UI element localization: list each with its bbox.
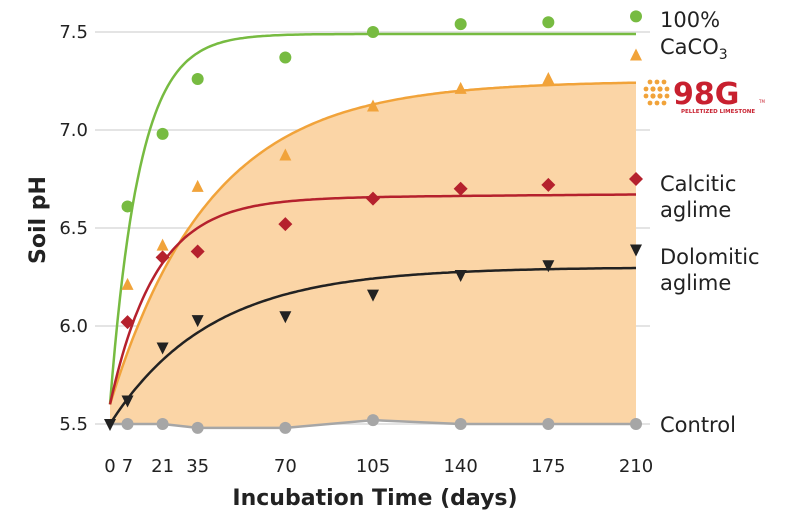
data-point — [541, 177, 556, 192]
y-tick-label: 7.0 — [59, 120, 88, 141]
shaded-band — [110, 82, 636, 428]
data-point — [279, 421, 292, 434]
logo-dot — [664, 86, 670, 92]
data-point — [367, 26, 379, 38]
data-point — [279, 51, 292, 64]
data-point — [121, 277, 134, 290]
y-axis-title: Soil pH — [26, 176, 51, 264]
logo-dot — [657, 86, 663, 92]
data-point — [367, 99, 379, 112]
data-point — [191, 73, 204, 86]
data-point — [121, 200, 134, 213]
logo-dot — [654, 79, 660, 85]
data-point — [121, 395, 134, 408]
logo-dot — [650, 86, 656, 92]
data-point — [191, 315, 204, 328]
data-point — [121, 418, 134, 430]
x-tick-label: 210 — [619, 456, 653, 477]
data-point — [454, 418, 467, 430]
data-point — [191, 179, 204, 192]
data-point — [367, 414, 379, 427]
y-tick-label: 6.5 — [59, 218, 88, 239]
logo-dot — [650, 93, 656, 99]
data-point — [630, 48, 642, 61]
band-area — [110, 82, 636, 428]
logo-dot — [643, 93, 649, 99]
data-point — [104, 419, 116, 431]
logo-dot — [647, 100, 653, 106]
data-point — [367, 289, 379, 302]
logo-dot — [657, 93, 663, 99]
data-point — [190, 244, 205, 259]
data-point — [366, 191, 380, 206]
x-tick-label: 35 — [186, 456, 209, 477]
data-point — [156, 127, 169, 140]
x-tick-label: 21 — [151, 456, 174, 477]
series-label-caco3-line1: 100% — [660, 8, 720, 32]
data-point — [630, 10, 642, 23]
logo-dot — [654, 100, 660, 106]
data-point — [279, 148, 292, 161]
series-label: aglime — [660, 198, 731, 222]
x-tick-label: 175 — [531, 456, 565, 477]
x-tick-label: 0 — [104, 456, 115, 477]
logo-dot — [643, 86, 649, 92]
logo-text: 98G — [673, 77, 739, 112]
data-point — [156, 342, 169, 355]
data-point — [630, 244, 642, 257]
data-point — [156, 238, 169, 251]
series-label: Calcitic — [660, 172, 736, 196]
series-label-caco3-line2: CaCO3 — [660, 35, 728, 63]
logo-dot — [661, 79, 667, 85]
x-tick-label: 70 — [274, 456, 297, 477]
data-point — [120, 315, 135, 330]
data-point — [156, 418, 169, 430]
logo-dot — [661, 100, 667, 106]
x-tick-label: 140 — [443, 456, 477, 477]
data-point — [454, 81, 467, 94]
series-labels: 100%CaCO3CalciticaglimeDolomiticaglimeCo… — [660, 8, 760, 437]
logo-dot — [647, 79, 653, 85]
x-axis-title: Incubation Time (days) — [232, 486, 517, 511]
y-tick-label: 6.0 — [59, 316, 88, 337]
data-point — [454, 270, 467, 283]
series-label: Control — [660, 413, 736, 437]
data-point — [454, 18, 467, 31]
data-point — [279, 311, 292, 324]
data-points — [104, 10, 643, 434]
data-point — [630, 418, 642, 430]
logo-dot — [664, 93, 670, 99]
data-point — [453, 181, 468, 196]
logo-tm: TM — [758, 99, 765, 104]
data-point — [629, 172, 643, 186]
x-tick-label: 7 — [122, 456, 133, 477]
y-tick-label: 5.5 — [59, 414, 88, 435]
data-point — [191, 421, 204, 434]
y-tick-label: 7.5 — [59, 22, 88, 43]
data-point — [542, 72, 555, 85]
x-tick-label: 105 — [356, 456, 390, 477]
data-point — [278, 217, 293, 232]
data-point — [542, 16, 555, 29]
data-point — [542, 418, 555, 430]
tick-labels: 5.5 6.0 6.5 7.0 7.5 0 7 21 35 70 105 140 175 210 — [59, 22, 653, 477]
logo-subtext: PELLETIZED LIMESTONE — [681, 109, 755, 115]
data-point — [155, 250, 170, 265]
series-label: aglime — [660, 271, 731, 295]
series-label: Dolomitic — [660, 245, 760, 269]
data-point — [542, 260, 555, 273]
